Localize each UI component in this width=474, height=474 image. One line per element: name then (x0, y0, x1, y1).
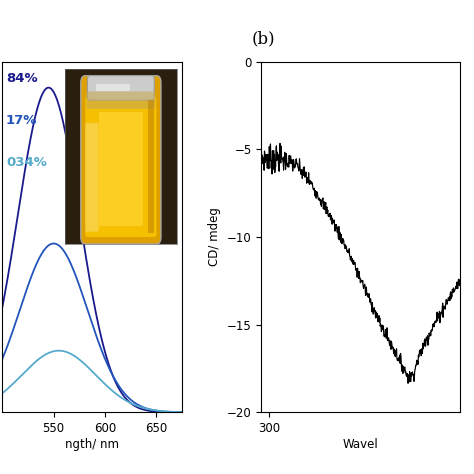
Text: 84%: 84% (6, 72, 37, 85)
Text: (b): (b) (251, 31, 275, 48)
Text: 034%: 034% (6, 156, 47, 169)
Text: 17%: 17% (6, 114, 37, 127)
X-axis label: ngth/ nm: ngth/ nm (65, 438, 119, 451)
X-axis label: Wavel: Wavel (343, 438, 378, 451)
Y-axis label: CD/ mdeg: CD/ mdeg (208, 208, 221, 266)
